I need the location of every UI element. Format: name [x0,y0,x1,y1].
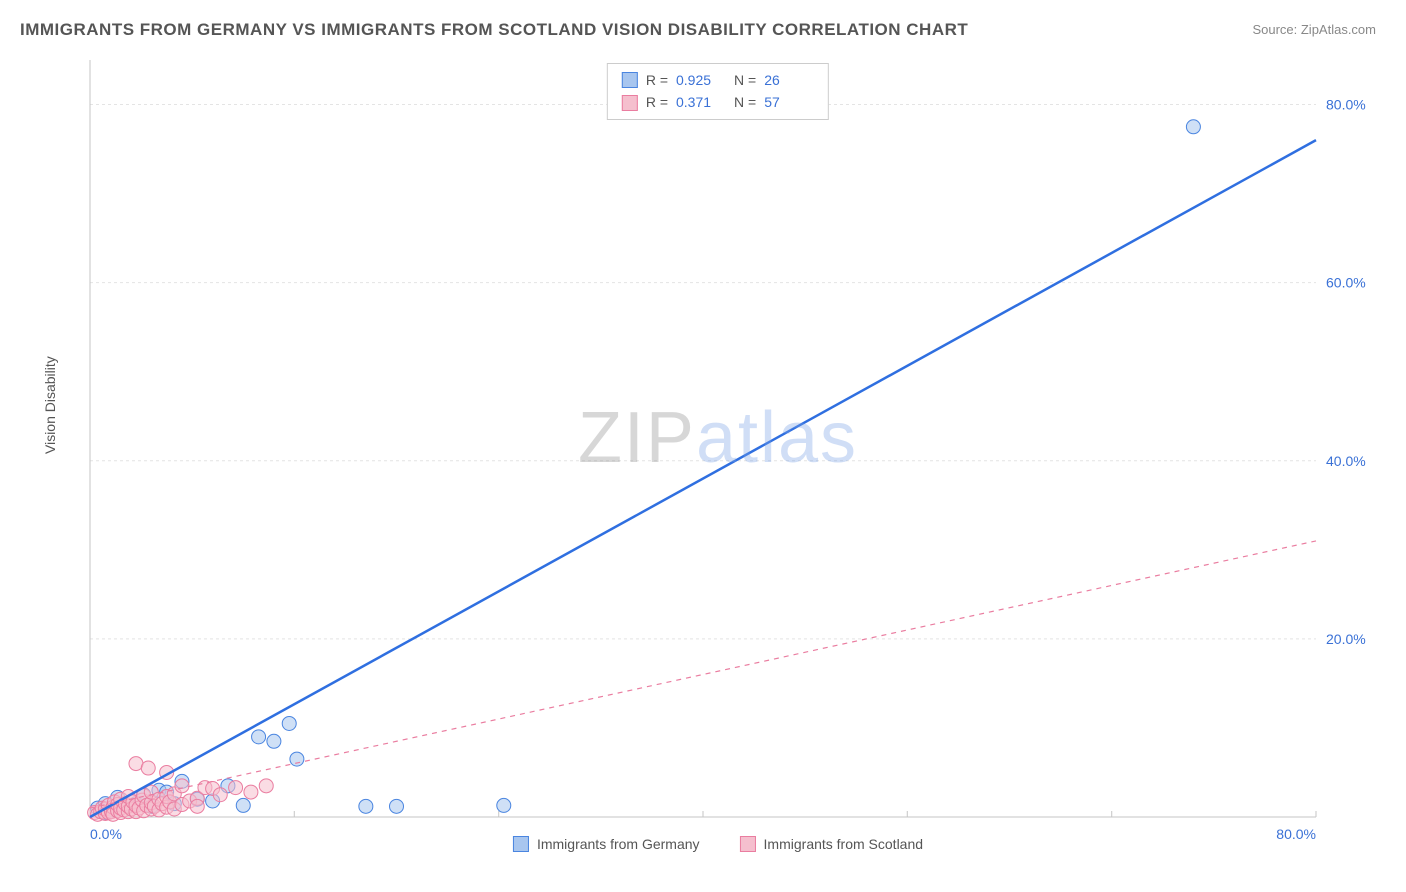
svg-text:40.0%: 40.0% [1326,453,1366,469]
source-prefix: Source: [1252,22,1300,37]
legend-R-value: 0.371 [676,91,726,113]
legend-series-label: Immigrants from Germany [537,836,700,852]
source-link[interactable]: ZipAtlas.com [1301,22,1376,37]
svg-text:0.0%: 0.0% [90,826,122,842]
legend-N-label: N = [734,69,756,91]
chart-container: Vision Disability ZIPatlas R =0.925N =26… [50,55,1386,852]
legend-series-item: Immigrants from Scotland [740,836,924,852]
legend-swatch [513,836,529,852]
chart-title: IMMIGRANTS FROM GERMANY VS IMMIGRANTS FR… [20,20,968,40]
svg-text:80.0%: 80.0% [1276,826,1316,842]
legend-N-value: 57 [764,91,814,113]
source-attribution: Source: ZipAtlas.com [1252,22,1376,37]
y-axis-label: Vision Disability [42,356,58,454]
legend-N-label: N = [734,91,756,113]
legend-stats: R = 0.925 N = 26 R = 0.371 N = 57 [607,63,829,120]
svg-text:60.0%: 60.0% [1326,275,1366,291]
legend-series-label: Immigrants from Scotland [764,836,924,852]
legend-stat-row: R = 0.925 N = 26 [622,69,814,91]
legend-swatch [622,72,638,88]
legend-R-label: R = [646,91,668,113]
scatter-plot: 20.0% 40.0% 60.0% 80.0% 0.0% 80.0% [80,55,1386,852]
legend-N-value: 26 [764,69,814,91]
svg-text:20.0%: 20.0% [1326,631,1366,647]
legend-series: Immigrants from Germany Immigrants from S… [513,836,923,852]
legend-stat-row: R = 0.371 N = 57 [622,91,814,113]
legend-R-value: 0.925 [676,69,726,91]
legend-swatch [740,836,756,852]
legend-series-item: Immigrants from Germany [513,836,700,852]
legend-swatch [622,95,638,111]
svg-text:80.0%: 80.0% [1326,97,1366,113]
legend-R-label: R = [646,69,668,91]
